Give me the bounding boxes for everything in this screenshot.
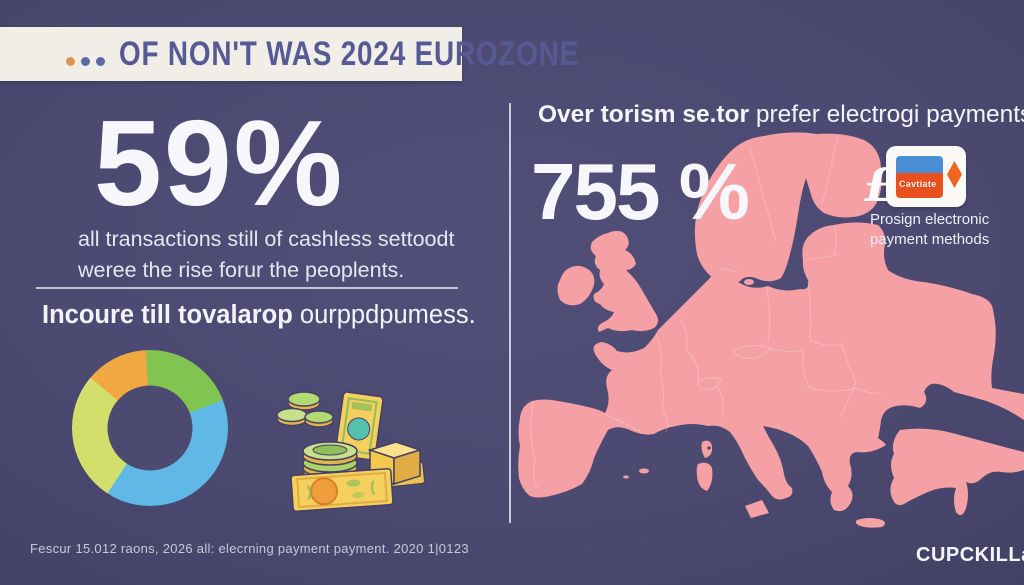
europe-map-illustration xyxy=(518,132,1024,528)
map-danish-isles xyxy=(744,279,754,285)
payment-card-badge: Cavtiate £ Prosign electronic payment me… xyxy=(862,144,1022,254)
dot-icon xyxy=(96,56,105,66)
vertical-divider xyxy=(509,103,511,523)
stat-59-description: all transactions still of cashless setto… xyxy=(78,224,454,286)
heading-bold-part: Incoure till tovalarop xyxy=(42,301,293,329)
credit-card-icon: Cavtiate xyxy=(896,156,943,198)
footer-note: Fescur 15.012 raons, 2026 all: elecrning… xyxy=(30,541,469,556)
donut-chart-hole xyxy=(107,385,193,471)
banner-dots-icon xyxy=(66,56,105,66)
card-diamond-icon xyxy=(947,161,962,188)
map-turkey xyxy=(890,428,1024,516)
card-caption-line1: Prosign electronic xyxy=(870,211,990,228)
heading-regular-part: ourppdpumess. xyxy=(292,301,476,329)
donut-section-heading: Incoure till tovalarop ourppdpumess. xyxy=(42,301,476,330)
heading-regular-part: prefer electrogi payments, xyxy=(749,101,1024,128)
card-brand-label: Cavtiate xyxy=(899,179,937,189)
banknote-front-icon xyxy=(290,468,394,512)
stat-755-percent: 755 % xyxy=(531,147,750,236)
currency-pound-icon: £ xyxy=(864,158,897,212)
map-balearics-small xyxy=(623,475,629,479)
map-sardinia xyxy=(696,462,713,491)
dot-icon xyxy=(81,56,90,66)
horizontal-divider xyxy=(36,287,458,289)
map-scandinavia xyxy=(694,132,882,284)
map-country-borders xyxy=(530,135,882,489)
map-great-britain xyxy=(590,230,659,332)
map-section-heading: Over torism se.tor prefer electrogi paym… xyxy=(538,101,1024,129)
card-blue-band xyxy=(896,156,943,173)
cash-money-illustration xyxy=(276,391,426,512)
small-coins-icon xyxy=(276,391,334,428)
stat-59-desc-line2: weree the rise forur the peoplents. xyxy=(78,258,405,283)
title-banner: OF NON'T WAS 2024 EUROZONE xyxy=(0,27,578,81)
heading-bold-part: Over torism se.tor xyxy=(538,101,750,128)
map-ireland xyxy=(557,265,595,306)
map-mainland xyxy=(518,222,1024,512)
poster-title: OF NON'T WAS 2024 EUROZONE xyxy=(119,34,580,73)
stat-59-desc-line1: all transactions still of cashless setto… xyxy=(78,227,455,251)
map-crete xyxy=(855,518,885,528)
stat-59-percent: 59% xyxy=(94,95,345,231)
brand-logo-text: CUPCKILLa xyxy=(916,544,1024,566)
map-corsica xyxy=(701,440,713,458)
banknote-vertical-icon xyxy=(334,391,384,461)
card-caption-line2: payment methods xyxy=(870,231,990,249)
map-sicily xyxy=(745,500,769,518)
map-balearics xyxy=(639,468,649,474)
donut-chart xyxy=(72,350,228,506)
card-caption: Prosign electronic payment methods xyxy=(870,210,989,251)
dot-icon xyxy=(66,56,75,66)
map-city-dot xyxy=(707,446,711,450)
card-red-band: Cavtiate xyxy=(896,173,943,198)
